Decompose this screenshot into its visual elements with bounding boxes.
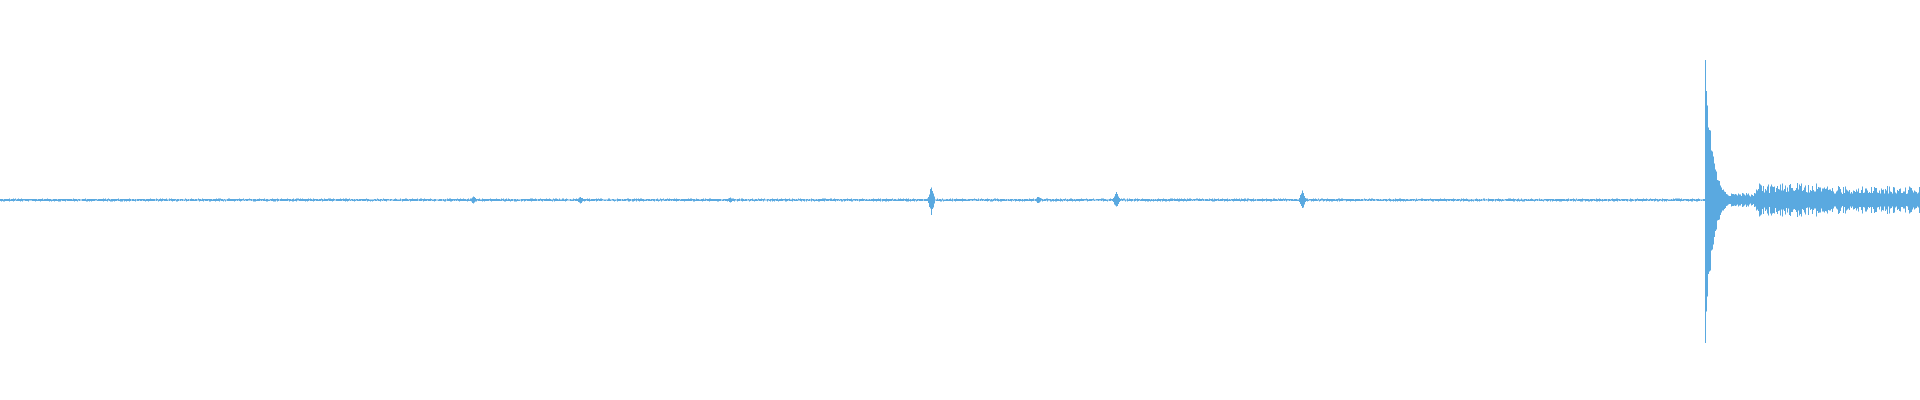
waveform bbox=[0, 59, 1920, 343]
